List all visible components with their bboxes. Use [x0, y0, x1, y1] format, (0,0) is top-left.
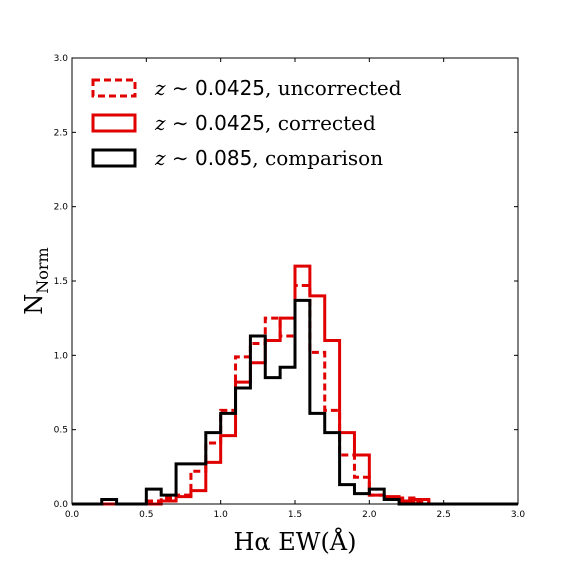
- legend-swatch-0: [91, 78, 137, 98]
- x-tick-label: 2.5: [437, 510, 451, 520]
- y-axis-label-subscript: Norm: [33, 247, 52, 293]
- x-tick-label: 0.5: [139, 510, 153, 520]
- legend-entry-0: z ∼ 0.0425, uncorrected: [154, 76, 402, 100]
- x-tick-label: 3.0: [511, 510, 526, 520]
- histogram-series-0: [72, 283, 518, 506]
- y-tick-label: 3.0: [54, 54, 69, 64]
- series-layer: [72, 264, 518, 506]
- legend-entry-2: z ∼ 0.085, comparison: [154, 146, 383, 170]
- y-tick-label: 0.0: [54, 500, 69, 510]
- legend: z ∼ 0.0425, uncorrected z ∼ 0.0425, corre…: [91, 76, 402, 170]
- y-axis-label-group: NNorm: [20, 247, 52, 314]
- x-tick-label: 2.0: [362, 510, 377, 520]
- x-tick-label: 1.5: [288, 510, 302, 520]
- tick-layer: 0.0 0.5 1.0 1.5 2.0 2.5 3.0 0.0 0.5 1.0 1.5 2.0 2.5 3…: [54, 54, 526, 520]
- y-axis-label: NNorm: [20, 247, 52, 314]
- histogram-series-2: [72, 298, 518, 506]
- y-tick-label: 2.5: [54, 128, 68, 138]
- x-tick-label: 1.0: [214, 510, 229, 520]
- y-tick-label: 2.0: [54, 203, 69, 213]
- legend-swatch-2: [91, 148, 137, 168]
- y-axis-label-main: N: [20, 294, 48, 315]
- legend-entry-1: z ∼ 0.0425, corrected: [154, 111, 376, 135]
- x-axis-label: Hα EW(Å): [233, 527, 356, 556]
- legend-swatch-1: [91, 113, 137, 133]
- y-tick-label: 1.5: [54, 277, 68, 287]
- x-tick-label: 0.0: [65, 510, 80, 520]
- y-tick-label: 1.0: [54, 351, 69, 361]
- y-tick-label: 0.5: [54, 426, 68, 436]
- histogram-series-1: [72, 264, 518, 506]
